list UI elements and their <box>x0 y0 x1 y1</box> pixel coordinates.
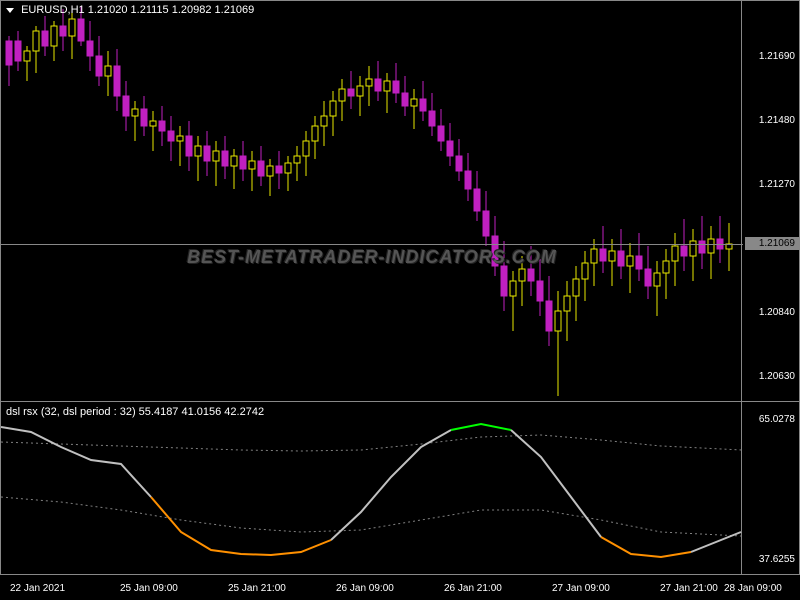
indicator-svg <box>1 402 743 575</box>
time-tick: 26 Jan 21:00 <box>444 583 502 594</box>
indicator-axis: 65.0278 37.6255 <box>742 402 800 575</box>
time-tick: 22 Jan 2021 <box>10 583 65 594</box>
price-tick: 1.20630 <box>759 371 795 382</box>
watermark-text: BEST-METATRADER-INDICATORS.COM <box>1 247 743 268</box>
time-tick: 25 Jan 09:00 <box>120 583 178 594</box>
price-tick: 1.21690 <box>759 51 795 62</box>
main-price-chart[interactable]: BEST-METATRADER-INDICATORS.COM <box>0 0 742 402</box>
price-tick: 1.21270 <box>759 179 795 190</box>
indicator-tick: 37.6255 <box>759 554 795 565</box>
time-tick: 27 Jan 09:00 <box>552 583 610 594</box>
chart-header[interactable]: EURUSD,H1 1.21020 1.21115 1.20982 1.2106… <box>6 4 254 16</box>
indicator-chart[interactable] <box>0 402 742 575</box>
price-axis: 1.21690 1.21480 1.21270 1.21069 1.20840 1.206… <box>742 0 800 402</box>
price-tick: 1.20840 <box>759 307 795 318</box>
dropdown-icon[interactable] <box>6 8 14 13</box>
time-tick: 27 Jan 21:00 <box>660 583 718 594</box>
price-tick: 1.21069 <box>745 237 799 250</box>
current-price-line <box>1 244 743 245</box>
indicator-tick: 65.0278 <box>759 414 795 425</box>
time-tick: 26 Jan 09:00 <box>336 583 394 594</box>
price-tick: 1.21480 <box>759 115 795 126</box>
indicator-header: dsl rsx (32, dsl period : 32) 55.4187 41… <box>6 406 264 418</box>
symbol-label: EURUSD,H1 <box>21 4 85 16</box>
candlestick-svg <box>1 1 743 403</box>
time-tick: 28 Jan 09:00 <box>724 583 782 594</box>
chart-container: BEST-METATRADER-INDICATORS.COM EURUSD,H1… <box>0 0 800 600</box>
time-tick: 25 Jan 21:00 <box>228 583 286 594</box>
time-axis: 22 Jan 2021 25 Jan 09:00 25 Jan 21:00 26 Ja… <box>0 575 800 600</box>
ohlc-label: 1.21020 1.21115 1.20982 1.21069 <box>88 4 255 16</box>
